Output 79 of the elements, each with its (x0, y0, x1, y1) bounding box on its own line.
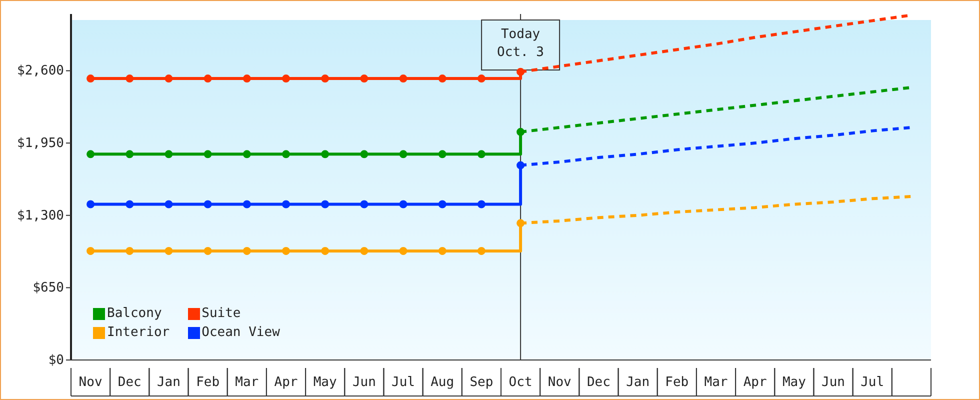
point (321, 246, 330, 255)
y-tick-label: $0 (48, 353, 64, 368)
x-tick-label: Jun (352, 375, 376, 390)
point (438, 246, 446, 255)
legend-label: Interior (107, 325, 170, 340)
point (360, 74, 368, 83)
x-tick-label: Feb (665, 375, 689, 390)
ref-line-label: Today Oct. 3 (497, 27, 544, 60)
point (164, 74, 173, 83)
x-tick-label: Jul (392, 375, 416, 390)
point (516, 161, 525, 170)
point (126, 246, 134, 255)
point (321, 150, 330, 158)
y-tick-label: $1,950 (17, 136, 64, 152)
x-tick-label: Apr (274, 375, 298, 390)
x-tick-label: Oct (508, 375, 532, 390)
point (360, 150, 368, 158)
x-tick-label: May (782, 375, 806, 390)
point (242, 74, 251, 83)
point (242, 150, 251, 158)
y-tick-label: $1,300 (17, 208, 64, 224)
x-tick-label: Sep (470, 375, 494, 390)
point (204, 246, 212, 255)
point (282, 150, 290, 158)
point (399, 150, 408, 158)
x-tick-label: Mar (704, 375, 728, 390)
point (516, 128, 525, 136)
x-tick-label: Jan (626, 375, 650, 390)
point (242, 200, 251, 208)
point (204, 150, 212, 158)
point (360, 246, 368, 255)
point (399, 246, 408, 255)
point (516, 219, 525, 228)
point (164, 200, 173, 208)
point (477, 200, 486, 208)
x-tick-label: May (313, 375, 337, 390)
point (438, 74, 446, 83)
point (477, 74, 486, 83)
x-tick-label: Jul (860, 375, 884, 390)
x-tick-label: Nov (78, 375, 102, 390)
point (242, 246, 251, 255)
legend-label: Suite (202, 306, 241, 321)
y-tick-label: $2,600 (17, 64, 64, 79)
point (399, 74, 408, 83)
point (204, 74, 212, 83)
point (399, 200, 408, 208)
point (516, 68, 525, 76)
point (321, 74, 330, 83)
point (477, 150, 486, 158)
point (360, 200, 368, 208)
x-tick-label: Jun (822, 375, 846, 390)
point (438, 150, 446, 158)
x-tick-label: Nov (548, 375, 572, 390)
point (86, 74, 95, 83)
point (86, 200, 95, 208)
legend-label: Balcony (107, 306, 162, 321)
legend-label: Ocean View (202, 325, 280, 340)
point (86, 150, 95, 158)
x-tick-label: Aug (430, 375, 454, 390)
point (321, 200, 330, 208)
point (282, 74, 290, 83)
y-tick-label: $650 (32, 280, 64, 296)
point (86, 246, 95, 255)
point (164, 246, 173, 255)
point (282, 246, 290, 255)
point (204, 200, 212, 208)
point (477, 246, 486, 255)
x-tick-label: Dec (118, 375, 142, 390)
x-tick-label: Dec (586, 375, 610, 390)
x-tick-label: Feb (196, 375, 220, 390)
point (126, 74, 134, 83)
point (282, 200, 290, 208)
point (126, 150, 134, 158)
x-tick-label: Jan (156, 375, 180, 390)
point (126, 200, 134, 208)
x-tick-label: Mar (235, 375, 259, 390)
point (438, 200, 446, 208)
x-tick-label: Apr (743, 375, 767, 390)
point (164, 150, 173, 158)
